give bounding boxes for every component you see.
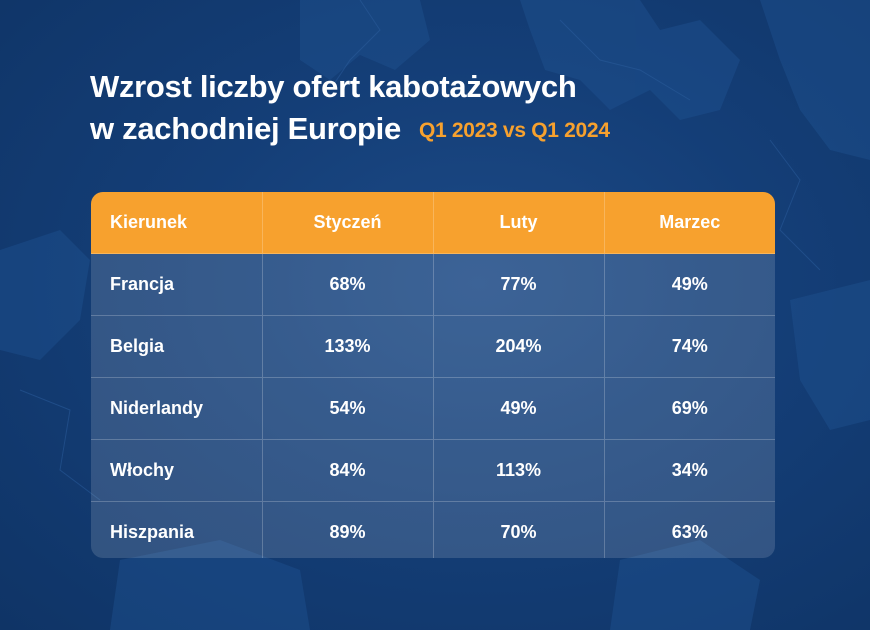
- header-marzec: Marzec: [603, 192, 775, 254]
- header-styczen: Styczeń: [261, 192, 433, 254]
- cell-country: Belgia: [91, 315, 262, 378]
- header-luty: Luty: [432, 192, 604, 254]
- cell-value: 34%: [603, 439, 775, 502]
- cell-country: Włochy: [91, 439, 262, 502]
- cell-value: 49%: [603, 253, 775, 316]
- cell-country: Niderlandy: [91, 377, 262, 440]
- cell-value: 89%: [261, 501, 433, 558]
- data-table: Kierunek Styczeń Luty Marzec Francja 68%…: [91, 192, 775, 558]
- cell-value: 49%: [432, 377, 604, 440]
- title-line-2-wrapper: w zachodniej Europie Q1 2023 vs Q1 2024: [90, 108, 610, 152]
- cell-country: Francja: [91, 253, 262, 316]
- title-line-1: Wzrost liczby ofert kabotażowych: [90, 69, 577, 104]
- cell-value: 70%: [432, 501, 604, 558]
- cell-value: 69%: [603, 377, 775, 440]
- cell-value: 54%: [261, 377, 433, 440]
- cell-value: 133%: [261, 315, 433, 378]
- table-row: Niderlandy 54% 49% 69%: [91, 377, 775, 440]
- data-table-card: Kierunek Styczeń Luty Marzec Francja 68%…: [91, 192, 775, 558]
- title-line-2: w zachodniej Europie: [90, 111, 401, 146]
- header-kierunek: Kierunek: [91, 192, 262, 254]
- table-row: Belgia 133% 204% 74%: [91, 315, 775, 378]
- cell-value: 204%: [432, 315, 604, 378]
- cell-country: Hiszpania: [91, 501, 262, 558]
- table-header-row: Kierunek Styczeń Luty Marzec: [91, 192, 775, 254]
- cell-value: 84%: [261, 439, 433, 502]
- period-subtitle: Q1 2023 vs Q1 2024: [418, 119, 610, 142]
- cell-value: 74%: [603, 315, 775, 378]
- table-row: Hiszpania 89% 70% 63%: [91, 501, 775, 558]
- cell-value: 63%: [603, 501, 775, 558]
- table-row: Francja 68% 77% 49%: [91, 253, 775, 316]
- cell-value: 113%: [432, 439, 604, 502]
- table-row: Włochy 84% 113% 34%: [91, 439, 775, 502]
- cell-value: 77%: [432, 253, 604, 316]
- page-title: Wzrost liczby ofert kabotażowych w zacho…: [90, 66, 610, 152]
- cell-value: 68%: [261, 253, 433, 316]
